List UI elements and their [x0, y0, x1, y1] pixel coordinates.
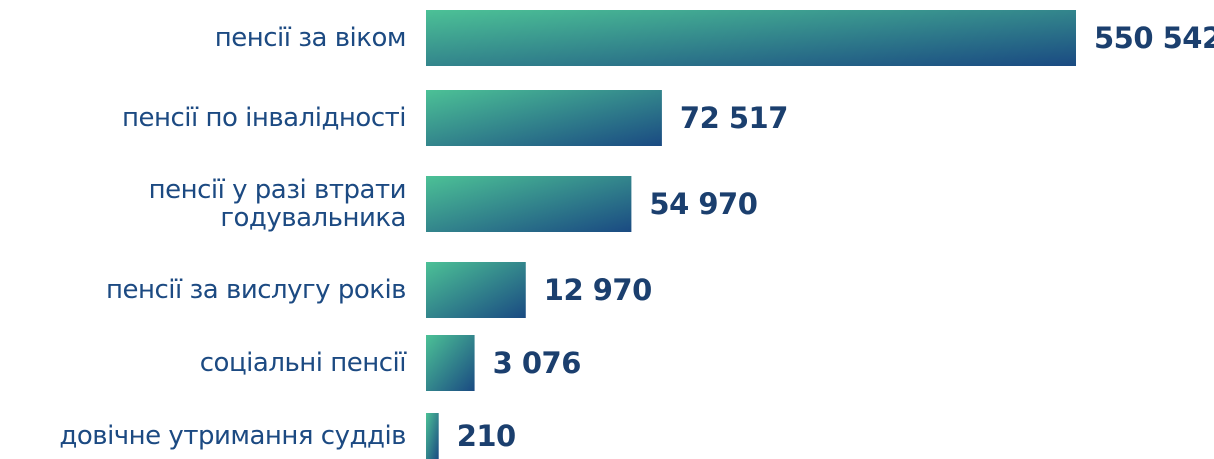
- value-label: 210: [456, 419, 517, 453]
- value-label: 72 517: [679, 101, 789, 135]
- value-label: 54 970: [649, 187, 758, 221]
- category-label: пенсії по інвалідності: [121, 103, 407, 133]
- bar: [426, 413, 439, 459]
- category-label: довічне утримання суддів: [59, 421, 406, 451]
- category-label: пенсії за вислугу років: [105, 275, 407, 305]
- bar: [426, 335, 475, 391]
- category-label: пенсії у разі втрати годувальника: [148, 175, 407, 233]
- category-label: соціальні пенсії: [199, 348, 407, 378]
- bar: [426, 176, 632, 232]
- value-label: 3 076: [492, 346, 582, 380]
- bar: [426, 10, 1076, 66]
- value-label: 12 970: [543, 273, 653, 307]
- value-label: 550 542: [1094, 21, 1214, 55]
- category-label: пенсії за віком: [214, 23, 407, 53]
- bar: [426, 90, 662, 146]
- bar: [426, 262, 526, 318]
